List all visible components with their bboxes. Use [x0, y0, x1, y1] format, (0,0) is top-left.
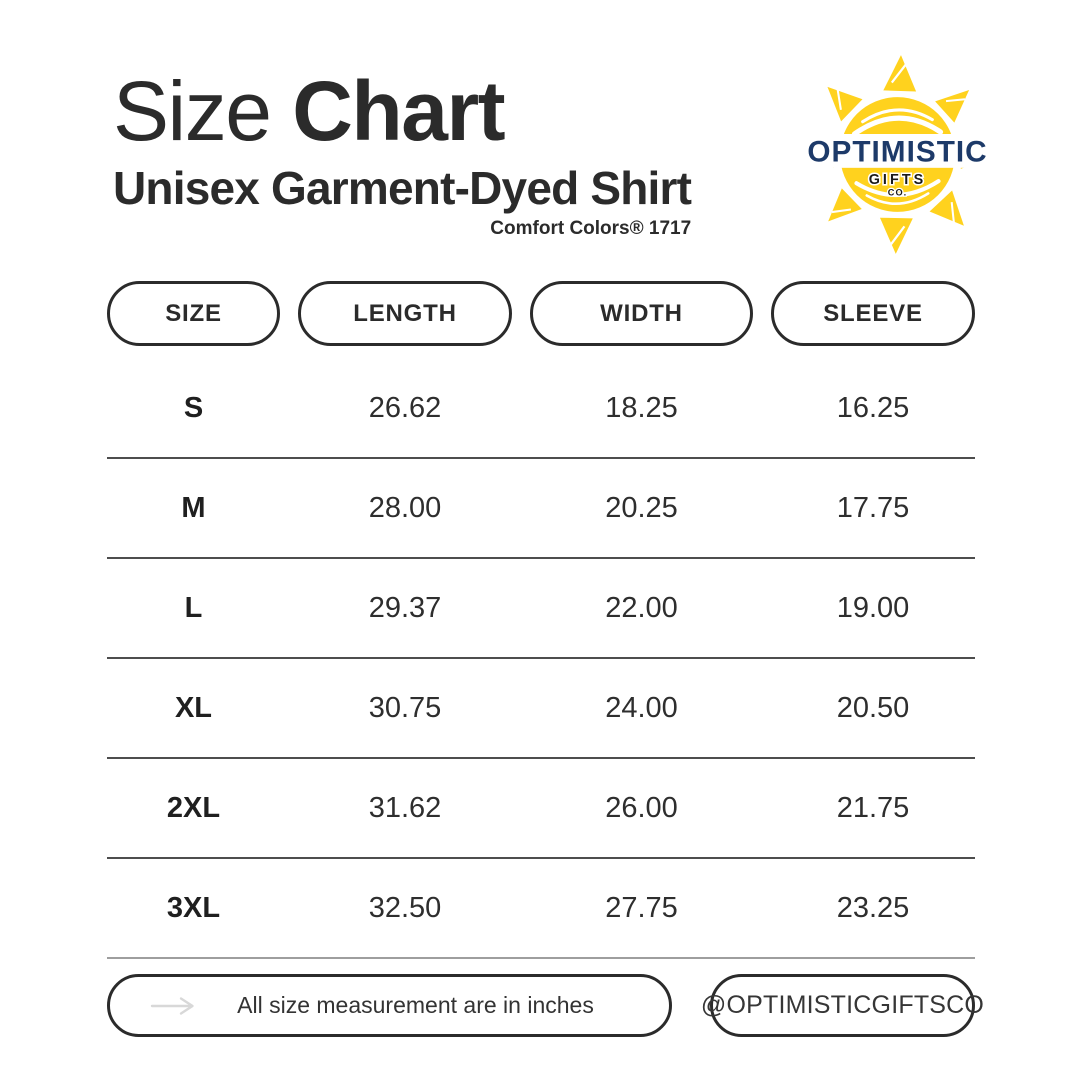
sleeve-cell: 16.25 [836, 391, 910, 424]
size-cell: L [184, 591, 203, 624]
page-title-regular: Size [113, 64, 272, 158]
column-header-size: SIZE [107, 281, 280, 346]
footer: All size measurement are in inches @OPTI… [107, 974, 984, 1037]
brand-gifts-label: GIFTS [869, 172, 927, 188]
size-cell: 2XL [166, 791, 221, 824]
title-space [270, 64, 292, 158]
table-row: 3XL 32.50 27.75 23.25 [107, 859, 975, 959]
table-header-row: SIZE LENGTH WIDTH SLEEVE [107, 281, 975, 346]
measurement-note-text: All size measurement are in inches [237, 992, 594, 1018]
size-cell: 3XL [166, 891, 221, 924]
length-cell: 32.50 [368, 891, 442, 924]
table-row: L 29.37 22.00 19.00 [107, 559, 975, 659]
brand-logo: OPTIMISTIC GIFTS CO. [795, 52, 1000, 257]
title-block: Size Chart Unisex Garment-Dyed Shirt Com… [113, 66, 692, 240]
column-header-sleeve: SLEEVE [771, 281, 975, 346]
sleeve-cell: 23.25 [836, 891, 910, 924]
size-table: SIZE LENGTH WIDTH SLEEVE S 26.62 18.25 1… [107, 281, 975, 959]
length-cell: 31.62 [368, 791, 442, 824]
size-cell: XL [174, 691, 213, 724]
table-row: XL 30.75 24.00 20.50 [107, 659, 975, 759]
page-title: Size Chart [113, 66, 691, 157]
brand-wordmark: OPTIMISTIC [807, 136, 987, 169]
length-cell: 29.37 [368, 591, 442, 624]
column-header-width: WIDTH [530, 281, 753, 346]
social-handle-text: @OPTIMISTICGIFTSCO [700, 991, 985, 1019]
width-cell: 24.00 [605, 691, 678, 724]
width-cell: 27.75 [605, 891, 678, 924]
width-cell: 26.00 [605, 791, 678, 824]
column-header-length: LENGTH [298, 281, 512, 346]
page-title-bold: Chart [292, 64, 505, 158]
size-cell: S [183, 391, 204, 424]
size-cell: M [181, 491, 206, 524]
sleeve-cell: 17.75 [836, 491, 910, 524]
sleeve-cell: 20.50 [836, 691, 910, 724]
width-cell: 20.25 [605, 491, 678, 524]
measurement-note-pill: All size measurement are in inches [107, 974, 672, 1037]
width-cell: 18.25 [605, 391, 678, 424]
table-row: S 26.62 18.25 16.25 [107, 359, 975, 459]
arrow-right-icon [150, 996, 196, 1016]
length-cell: 28.00 [368, 491, 442, 524]
length-cell: 30.75 [368, 691, 442, 724]
table-body: S 26.62 18.25 16.25 M 28.00 20.25 17.75 … [107, 359, 975, 959]
product-subtitle: Unisex Garment-Dyed Shirt [113, 161, 692, 214]
table-row: 2XL 31.62 26.00 21.75 [107, 759, 975, 859]
brand-co-label: CO. [888, 188, 907, 198]
social-handle-pill: @OPTIMISTICGIFTSCO [701, 974, 984, 1037]
sleeve-cell: 19.00 [836, 591, 910, 624]
width-cell: 22.00 [605, 591, 678, 624]
product-style-line: Comfort Colors® 1717 [490, 217, 692, 239]
sleeve-cell: 21.75 [836, 791, 910, 824]
length-cell: 26.62 [368, 391, 442, 424]
table-row: M 28.00 20.25 17.75 [107, 459, 975, 559]
sun-logo-icon: OPTIMISTIC GIFTS CO. [795, 55, 1000, 254]
